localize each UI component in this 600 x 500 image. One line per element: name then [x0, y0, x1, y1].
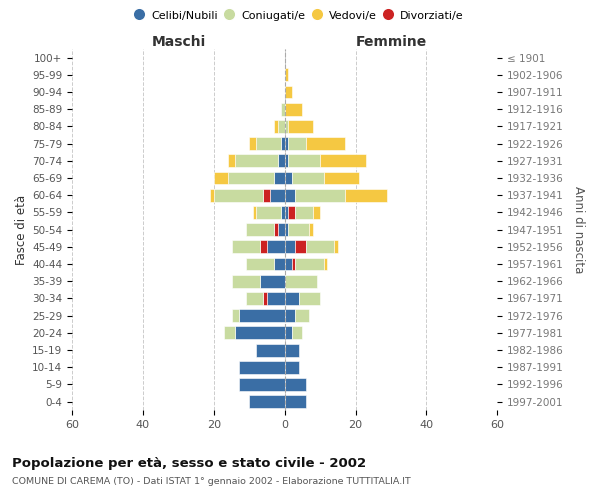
Bar: [295, 258, 323, 270]
Y-axis label: Anni di nascita: Anni di nascita: [572, 186, 585, 274]
Bar: [267, 292, 284, 305]
Bar: [235, 154, 278, 168]
Bar: [246, 223, 274, 236]
Bar: [210, 189, 214, 202]
Bar: [284, 361, 299, 374]
Legend: Celibi/Nubili, Coniugati/e, Vedovi/e, Divorziati/e: Celibi/Nubili, Coniugati/e, Vedovi/e, Di…: [132, 6, 468, 25]
Bar: [284, 206, 288, 219]
Bar: [334, 240, 338, 254]
Bar: [253, 206, 256, 219]
Bar: [295, 206, 313, 219]
Bar: [288, 154, 320, 168]
Bar: [284, 68, 288, 82]
Bar: [260, 240, 267, 254]
Bar: [295, 189, 345, 202]
Bar: [292, 258, 295, 270]
Bar: [228, 172, 274, 184]
Bar: [320, 154, 366, 168]
Bar: [271, 189, 284, 202]
Bar: [249, 395, 284, 408]
Bar: [292, 172, 323, 184]
Bar: [295, 240, 306, 254]
Bar: [246, 258, 274, 270]
Bar: [284, 275, 317, 287]
Bar: [263, 189, 271, 202]
Bar: [239, 378, 284, 391]
Bar: [239, 361, 284, 374]
Bar: [214, 189, 263, 202]
Bar: [239, 309, 284, 322]
Bar: [288, 206, 295, 219]
Bar: [274, 172, 284, 184]
Bar: [284, 154, 288, 168]
Bar: [292, 326, 302, 340]
Bar: [274, 258, 284, 270]
Bar: [284, 258, 292, 270]
Bar: [256, 206, 281, 219]
Bar: [284, 378, 306, 391]
Bar: [232, 309, 239, 322]
Bar: [232, 275, 260, 287]
Bar: [246, 292, 263, 305]
Bar: [278, 223, 284, 236]
Bar: [274, 120, 278, 133]
Bar: [281, 137, 284, 150]
Text: COMUNE DI CAREMA (TO) - Dati ISTAT 1° gennaio 2002 - Elaborazione TUTTITALIA.IT: COMUNE DI CAREMA (TO) - Dati ISTAT 1° ge…: [12, 478, 411, 486]
Bar: [278, 120, 284, 133]
Bar: [284, 344, 299, 356]
Bar: [284, 120, 288, 133]
Bar: [313, 206, 320, 219]
Bar: [306, 137, 345, 150]
Bar: [288, 223, 310, 236]
Bar: [284, 240, 295, 254]
Bar: [284, 189, 295, 202]
Bar: [284, 223, 288, 236]
Bar: [284, 172, 292, 184]
Bar: [267, 240, 284, 254]
Text: Popolazione per età, sesso e stato civile - 2002: Popolazione per età, sesso e stato civil…: [12, 458, 366, 470]
Bar: [235, 326, 284, 340]
Bar: [299, 292, 320, 305]
Bar: [284, 292, 299, 305]
Bar: [284, 103, 302, 116]
Bar: [260, 275, 284, 287]
Bar: [249, 137, 256, 150]
Bar: [288, 120, 313, 133]
Bar: [345, 189, 388, 202]
Bar: [295, 309, 310, 322]
Bar: [323, 172, 359, 184]
Bar: [263, 292, 267, 305]
Bar: [281, 206, 284, 219]
Bar: [232, 240, 260, 254]
Bar: [214, 172, 228, 184]
Text: Femmine: Femmine: [355, 35, 427, 49]
Bar: [256, 344, 284, 356]
Bar: [256, 137, 281, 150]
Bar: [284, 86, 292, 98]
Bar: [323, 258, 327, 270]
Bar: [288, 137, 306, 150]
Bar: [281, 103, 284, 116]
Bar: [284, 326, 292, 340]
Bar: [228, 154, 235, 168]
Bar: [274, 223, 278, 236]
Bar: [306, 240, 334, 254]
Y-axis label: Fasce di età: Fasce di età: [15, 194, 28, 264]
Bar: [284, 137, 288, 150]
Text: Maschi: Maschi: [151, 35, 206, 49]
Bar: [284, 309, 295, 322]
Bar: [284, 395, 306, 408]
Bar: [278, 154, 284, 168]
Bar: [310, 223, 313, 236]
Bar: [224, 326, 235, 340]
